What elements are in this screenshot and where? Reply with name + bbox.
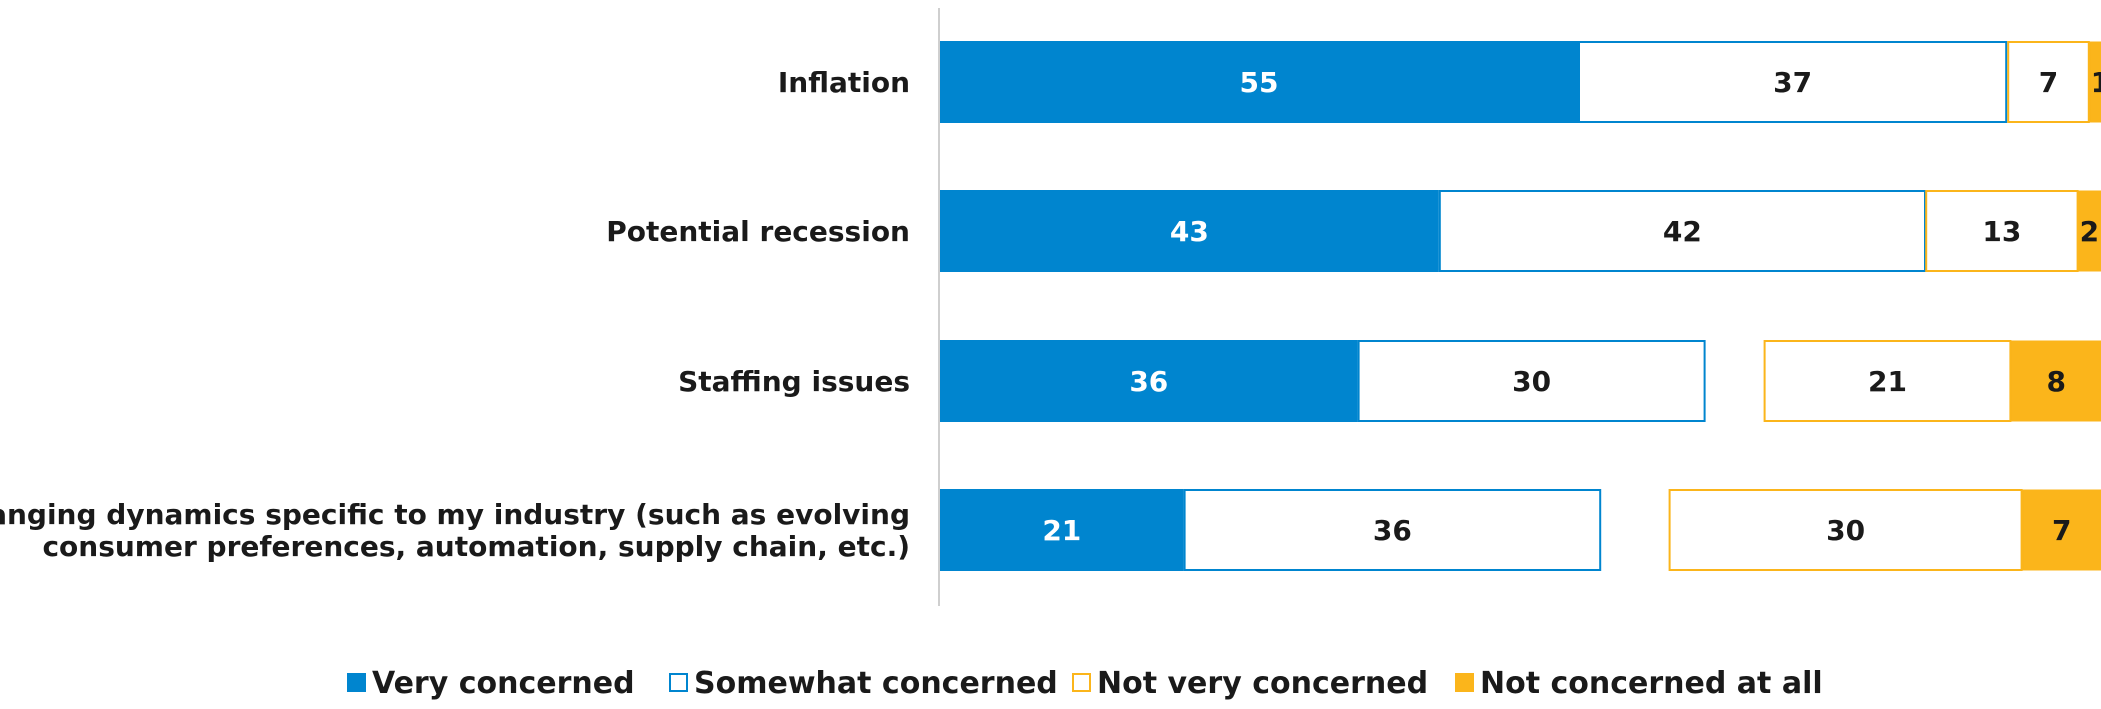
bar-somewhat-concerned-4 xyxy=(1183,489,1602,571)
category-label-4: Changing dynamics specific to my industr… xyxy=(0,498,910,563)
legend-label-not-very-concerned: Not very concerned xyxy=(1097,666,1428,701)
data-label-not-concerned-at-all-1: 1 xyxy=(2091,66,2101,99)
data-label-very-concerned-1: 55 xyxy=(1240,66,1279,99)
bar-very-concerned-1 xyxy=(940,41,1578,123)
legend: Very concerned Somewhat concerned Not very… xyxy=(347,666,1823,701)
data-label-not-concerned-at-all-3: 8 xyxy=(2046,365,2065,398)
legend-swatch-not-concerned-at-all xyxy=(1455,673,1474,692)
data-label-not-concerned-at-all-2: 2 xyxy=(2080,215,2099,248)
data-label-not-very-concerned-2: 13 xyxy=(1982,215,2021,248)
legend-swatch-not-very-concerned xyxy=(1072,673,1091,692)
bar-very-concerned-2 xyxy=(940,190,1439,272)
data-label-not-very-concerned-1: 7 xyxy=(2039,66,2058,99)
data-label-somewhat-concerned-3: 30 xyxy=(1512,365,1551,398)
data-label-not-concerned-at-all-4: 7 xyxy=(2052,514,2071,547)
category-label-1: Inflation xyxy=(778,66,910,99)
bar-somewhat-concerned-1 xyxy=(1578,41,2008,123)
data-label-somewhat-concerned-1: 37 xyxy=(1773,66,1812,99)
plot-area: 55 37 7 143 42 13 236 30 21 821 36 30 7 xyxy=(940,41,2101,571)
bar-not-concerned-at-all-3 xyxy=(2010,340,2101,422)
category-label-2: Potential recession xyxy=(606,215,910,248)
bar-not-concerned-at-all-2 xyxy=(2078,190,2101,272)
bar-very-concerned-3 xyxy=(940,340,1358,422)
category-labels: Inflation Potential recession Staffing iss… xyxy=(0,66,910,563)
bar-not-very-concerned-4 xyxy=(1668,489,2023,571)
data-label-somewhat-concerned-2: 42 xyxy=(1663,215,1702,248)
legend-swatch-somewhat-concerned xyxy=(669,673,688,692)
data-label-not-very-concerned-3: 21 xyxy=(1868,365,1907,398)
data-label-not-very-concerned-4: 30 xyxy=(1826,514,1865,547)
bar-not-concerned-at-all-4 xyxy=(2022,489,2101,571)
data-label-very-concerned-2: 43 xyxy=(1170,215,1209,248)
legend-swatch-very-concerned xyxy=(347,673,366,692)
bar-somewhat-concerned-2 xyxy=(1438,190,1927,272)
bar-not-very-concerned-2 xyxy=(1925,190,2079,272)
legend-label-somewhat-concerned: Somewhat concerned xyxy=(694,666,1058,701)
bar-not-very-concerned-1 xyxy=(2007,41,2090,123)
bar-not-very-concerned-3 xyxy=(1763,340,2012,422)
data-label-somewhat-concerned-4: 36 xyxy=(1373,514,1412,547)
bar-somewhat-concerned-3 xyxy=(1357,340,1706,422)
data-label-very-concerned-4: 21 xyxy=(1042,514,1081,547)
legend-label-not-concerned-at-all: Not concerned at all xyxy=(1480,666,1823,701)
category-label-3: Staffing issues xyxy=(678,365,910,398)
legend-label-very-concerned: Very concerned xyxy=(372,666,635,701)
data-label-very-concerned-3: 36 xyxy=(1129,365,1168,398)
bar-very-concerned-4 xyxy=(940,489,1184,571)
bar-not-concerned-at-all-1 xyxy=(2089,41,2101,123)
